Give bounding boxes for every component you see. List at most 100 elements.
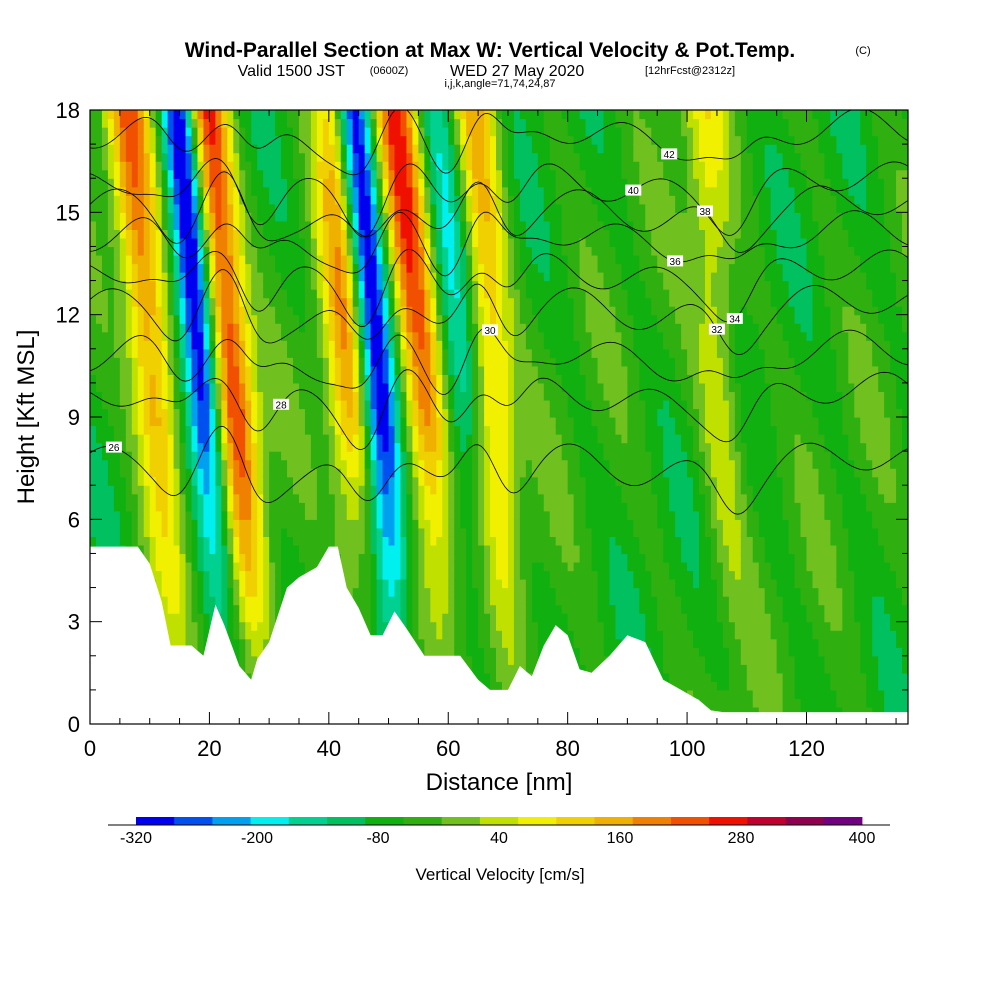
velocity-cell xyxy=(460,621,467,631)
velocity-cell xyxy=(107,144,115,154)
velocity-cell xyxy=(496,365,503,375)
velocity-cell xyxy=(131,297,139,307)
velocity-cell xyxy=(161,399,169,410)
velocity-cell xyxy=(107,127,115,137)
velocity-cell xyxy=(346,434,354,444)
velocity-cell xyxy=(101,468,109,478)
velocity-cell xyxy=(173,195,181,205)
velocity-cell xyxy=(304,391,312,401)
velocity-cell xyxy=(304,434,312,444)
velocity-cell xyxy=(298,442,306,452)
velocity-cell xyxy=(275,519,282,529)
velocity-cell xyxy=(472,579,479,589)
velocity-cell xyxy=(287,152,294,162)
velocity-cell xyxy=(466,570,473,580)
velocity-cell xyxy=(191,152,199,162)
velocity-cell xyxy=(472,161,479,171)
velocity-cell xyxy=(448,536,455,546)
velocity-cell xyxy=(484,655,491,665)
velocity-cell xyxy=(275,237,282,248)
velocity-cell xyxy=(221,161,228,171)
velocity-cell xyxy=(442,442,449,452)
velocity-cell xyxy=(352,493,360,503)
velocity-cell xyxy=(364,579,372,589)
velocity-cell xyxy=(239,638,246,648)
velocity-cell xyxy=(364,144,372,154)
velocity-cell xyxy=(143,289,151,299)
velocity-cell xyxy=(131,451,139,461)
velocity-cell xyxy=(137,442,145,452)
velocity-cell xyxy=(406,604,414,614)
velocity-cell xyxy=(352,237,360,248)
velocity-cell xyxy=(448,647,455,657)
velocity-cell xyxy=(466,161,473,171)
velocity-cell xyxy=(484,434,491,444)
velocity-cell xyxy=(185,596,193,606)
velocity-cell xyxy=(257,323,264,333)
velocity-cell xyxy=(352,212,360,222)
velocity-cell xyxy=(263,374,270,384)
velocity-cell xyxy=(287,169,294,179)
velocity-cell xyxy=(107,212,115,222)
velocity-cell xyxy=(281,536,288,546)
velocity-cell xyxy=(442,399,449,410)
velocity-cell xyxy=(281,391,288,401)
velocity-cell xyxy=(125,306,133,316)
velocity-cell xyxy=(275,570,282,580)
velocity-cell xyxy=(328,451,336,461)
velocity-cell xyxy=(346,442,354,452)
velocity-cell xyxy=(221,314,228,324)
velocity-cell xyxy=(436,579,443,589)
velocity-cell xyxy=(287,135,294,145)
velocity-cell xyxy=(239,254,246,265)
velocity-cell xyxy=(478,655,485,665)
velocity-cell xyxy=(442,630,449,640)
velocity-cell xyxy=(173,178,181,188)
velocity-cell xyxy=(316,297,324,307)
velocity-cell xyxy=(400,493,408,503)
velocity-cell xyxy=(257,630,264,640)
velocity-cell xyxy=(191,408,199,418)
velocity-cell xyxy=(221,289,228,299)
velocity-cell xyxy=(298,451,306,461)
velocity-cell xyxy=(328,203,336,213)
velocity-cell xyxy=(173,203,181,213)
velocity-cell xyxy=(155,408,163,418)
velocity-cell xyxy=(382,135,390,145)
velocity-cell xyxy=(364,544,372,555)
velocity-cell xyxy=(466,527,473,537)
velocity-cell xyxy=(191,596,199,606)
velocity-cell xyxy=(304,297,312,307)
velocity-cell xyxy=(424,502,431,512)
velocity-cell xyxy=(263,425,270,435)
velocity-cell xyxy=(430,144,437,154)
velocity-cell xyxy=(400,408,408,418)
velocity-cell xyxy=(209,186,216,196)
velocity-cell xyxy=(215,527,222,537)
velocity-cell xyxy=(424,587,431,597)
velocity-cell xyxy=(161,434,169,444)
velocity-cell xyxy=(406,246,414,256)
velocity-cell xyxy=(496,655,503,665)
velocity-cell xyxy=(322,220,330,230)
velocity-cell xyxy=(143,297,151,307)
velocity-cell xyxy=(394,408,402,418)
velocity-cell xyxy=(101,476,109,486)
velocity-cell xyxy=(185,604,193,614)
velocity-cell xyxy=(382,502,390,512)
velocity-cell xyxy=(131,195,139,205)
velocity-cell xyxy=(125,280,133,290)
velocity-cell xyxy=(137,476,145,486)
velocity-cell xyxy=(119,485,127,495)
velocity-cell xyxy=(310,203,318,213)
velocity-cell xyxy=(155,169,163,179)
velocity-cell xyxy=(137,186,145,196)
velocity-cell xyxy=(466,596,473,606)
velocity-cell xyxy=(245,647,252,657)
velocity-cell xyxy=(352,229,360,239)
velocity-cell xyxy=(496,144,503,154)
velocity-cell xyxy=(316,237,324,248)
velocity-cell xyxy=(287,485,294,495)
velocity-cell xyxy=(257,579,264,589)
velocity-cell xyxy=(406,212,414,222)
